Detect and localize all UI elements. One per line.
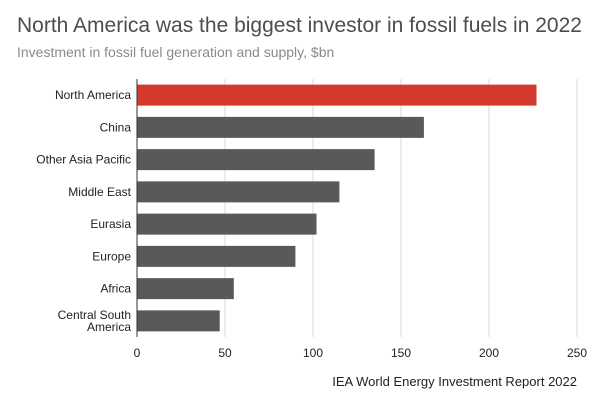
category-label: Eurasia <box>90 217 131 231</box>
chart-title: North America was the biggest investor i… <box>17 14 582 37</box>
category-labels: North America China Other Asia Pacific Midd… <box>36 88 131 334</box>
bar <box>137 310 220 332</box>
bar <box>137 245 296 267</box>
bars <box>137 84 537 332</box>
bar <box>137 84 537 106</box>
chart-subtitle: Investment in fossil fuel generation and… <box>17 44 335 60</box>
category-label: Central South America <box>58 308 132 334</box>
category-label: China <box>100 120 132 134</box>
category-label: Africa <box>100 282 131 296</box>
category-label: Middle East <box>68 185 131 199</box>
x-tick-label: 100 <box>303 346 323 360</box>
x-tick-labels: 0 50 100 150 200 250 <box>134 346 588 360</box>
category-label: North America <box>55 88 131 102</box>
bar <box>137 213 317 235</box>
x-tick-label: 0 <box>134 346 141 360</box>
bar <box>137 116 424 138</box>
x-tick-label: 200 <box>479 346 499 360</box>
source-note: IEA World Energy Investment Report 2022 <box>332 374 577 389</box>
category-label: Other Asia Pacific <box>36 153 131 167</box>
bar <box>137 181 340 203</box>
category-label: Europe <box>92 249 131 263</box>
bar <box>137 278 234 300</box>
x-tick-label: 150 <box>391 346 411 360</box>
bar <box>137 149 375 171</box>
x-tick-label: 50 <box>218 346 232 360</box>
x-tick-label: 250 <box>567 346 587 360</box>
